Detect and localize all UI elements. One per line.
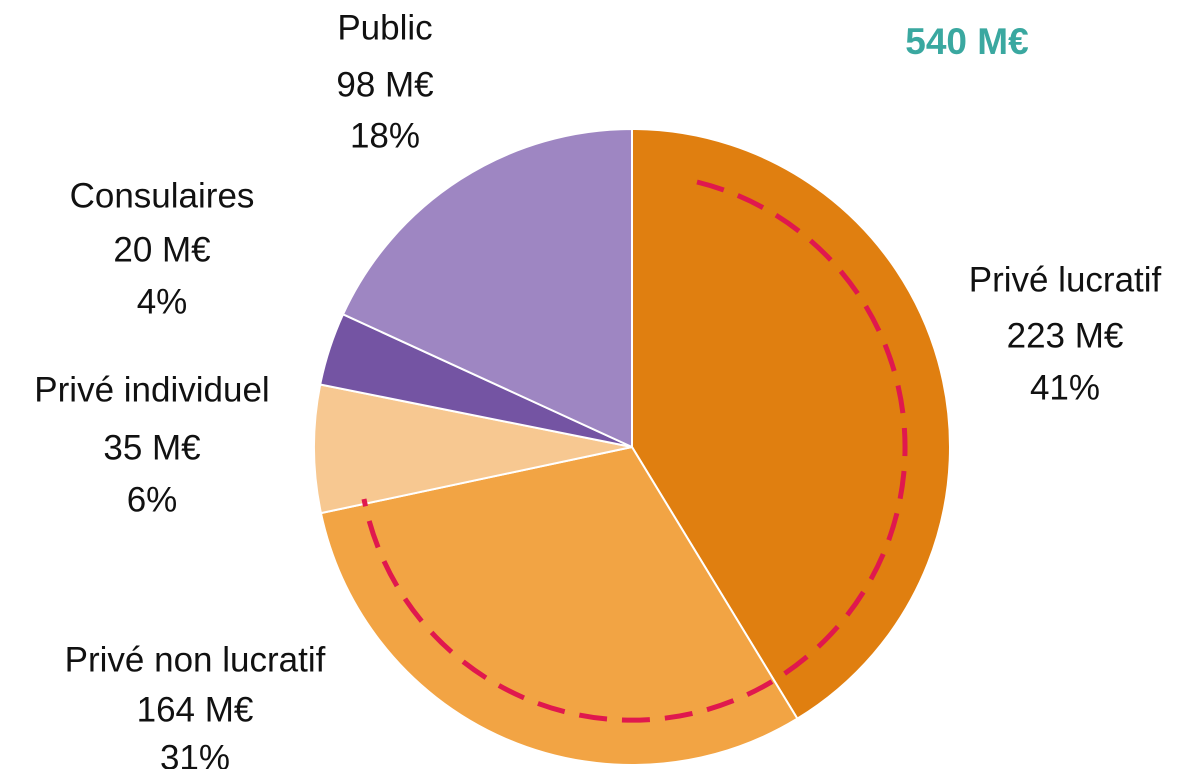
value-label: 164 M€ [137,690,254,729]
percentage-label: 4% [137,282,188,321]
percentage-label: 6% [127,480,178,519]
value-label: 20 M€ [113,230,210,269]
pie-slice [341,127,633,449]
chart-title: 540 M€ [905,21,1028,62]
pie-slice [313,383,633,515]
slice-label: Privé individuel [34,370,269,409]
value-label: 223 M€ [1007,316,1124,355]
percentage-label: 41% [1030,368,1100,407]
value-label: 98 M€ [336,65,433,104]
slice-label: Privé lucratif [969,260,1162,299]
pie-slice [319,445,799,766]
slice-label: Consulaires [70,176,255,215]
slice-label: Public [337,8,432,47]
value-label: 35 M€ [103,428,200,467]
slice-label: Privé non lucratif [65,640,326,679]
pie [313,127,951,766]
pie-slice [631,127,951,720]
percentage-label: 31% [160,738,230,769]
group-outline [361,179,908,723]
percentage-label: 18% [350,116,420,155]
